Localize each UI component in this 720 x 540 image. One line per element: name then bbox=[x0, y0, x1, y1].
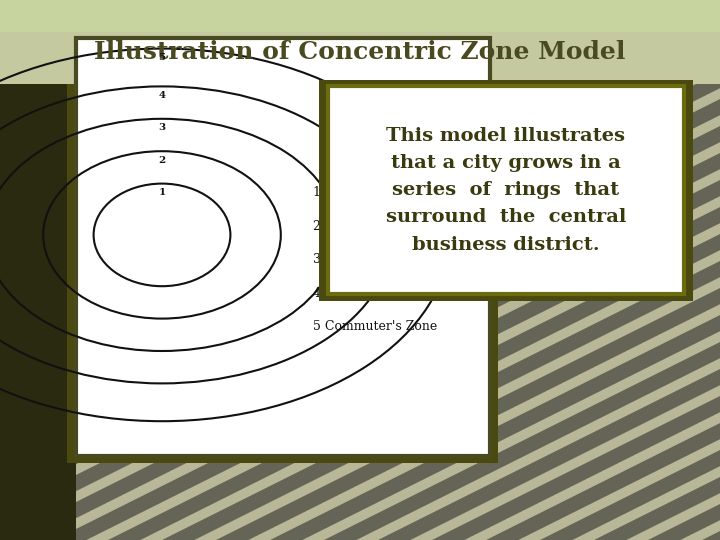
Bar bbox=[76, 38, 490, 456]
Text: Illustration of Concentric Zone Model: Illustration of Concentric Zone Model bbox=[94, 40, 626, 64]
Text: 5: 5 bbox=[158, 53, 166, 62]
Text: 2: 2 bbox=[158, 156, 166, 165]
Text: 2 Zone of Transition: 2 Zone of Transition bbox=[313, 220, 441, 233]
Polygon shape bbox=[702, 0, 720, 540]
Bar bbox=[319, 80, 693, 301]
Polygon shape bbox=[270, 0, 720, 540]
Polygon shape bbox=[432, 0, 720, 540]
Polygon shape bbox=[162, 0, 720, 540]
Text: This model illustrates
that a city grows in a
series  of  rings  that
surround  : This model illustrates that a city grows… bbox=[386, 127, 626, 254]
Bar bbox=[67, 31, 498, 463]
Text: 1: 1 bbox=[158, 188, 166, 197]
Text: 4 Zone of Better Residences: 4 Zone of Better Residences bbox=[313, 287, 492, 300]
Polygon shape bbox=[648, 0, 720, 540]
Text: 3 Zone of Independent Workers'
  Homes: 3 Zone of Independent Workers' Homes bbox=[313, 253, 518, 281]
Bar bbox=[328, 86, 684, 294]
Polygon shape bbox=[378, 0, 720, 540]
Text: 3: 3 bbox=[158, 123, 166, 132]
Polygon shape bbox=[216, 0, 720, 540]
Polygon shape bbox=[540, 0, 720, 540]
Polygon shape bbox=[594, 0, 720, 540]
Bar bbox=[0, 22, 720, 84]
Bar bbox=[0, 0, 720, 32]
Polygon shape bbox=[324, 0, 720, 540]
Text: 1 Central Business District: 1 Central Business District bbox=[313, 186, 484, 199]
Text: 5 Commuter's Zone: 5 Commuter's Zone bbox=[313, 320, 438, 333]
Text: 4: 4 bbox=[158, 91, 166, 100]
Bar bbox=[0, 84, 76, 540]
Polygon shape bbox=[108, 0, 720, 540]
Polygon shape bbox=[54, 0, 720, 540]
Polygon shape bbox=[486, 0, 720, 540]
